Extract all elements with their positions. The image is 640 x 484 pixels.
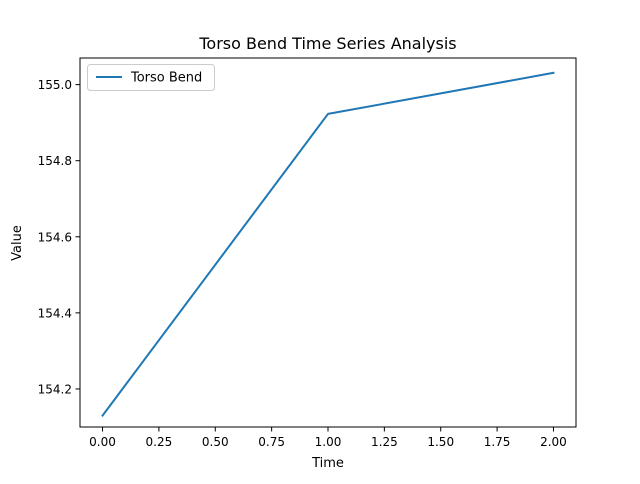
x-tick-label: 0.75	[258, 435, 285, 449]
x-axis-label: Time	[311, 456, 344, 471]
x-tick-label: 1.25	[371, 435, 398, 449]
y-axis-ticks: 154.2 154.4 154.6 154.8 155.0	[38, 78, 80, 396]
x-axis-ticks: 0.00 0.25 0.50 0.75 1.00 1.25 1.50 1.75 2.00	[89, 427, 567, 449]
x-tick-label: 0.50	[202, 435, 229, 449]
y-tick-label: 154.4	[38, 306, 72, 320]
x-tick-label: 0.00	[89, 435, 116, 449]
x-tick-label: 2.00	[540, 435, 567, 449]
x-tick-label: 1.00	[315, 435, 342, 449]
y-tick-label: 154.6	[38, 230, 72, 244]
x-tick-label: 0.25	[146, 435, 173, 449]
legend-label: Torso Bend	[130, 71, 202, 86]
x-tick-label: 1.50	[427, 435, 454, 449]
chart-title: Torso Bend Time Series Analysis	[198, 34, 456, 53]
legend-box	[87, 64, 215, 91]
series-line-torso-bend	[101, 71, 555, 417]
legend: Torso Bend	[87, 64, 215, 91]
plot-frame	[79, 57, 577, 428]
x-tick-label: 1.75	[484, 435, 511, 449]
series-layer	[101, 71, 555, 417]
y-tick-label: 155.0	[38, 78, 72, 92]
y-tick-label: 154.8	[38, 154, 72, 168]
y-tick-label: 154.2	[38, 382, 72, 396]
y-axis-label: Value	[10, 225, 25, 261]
